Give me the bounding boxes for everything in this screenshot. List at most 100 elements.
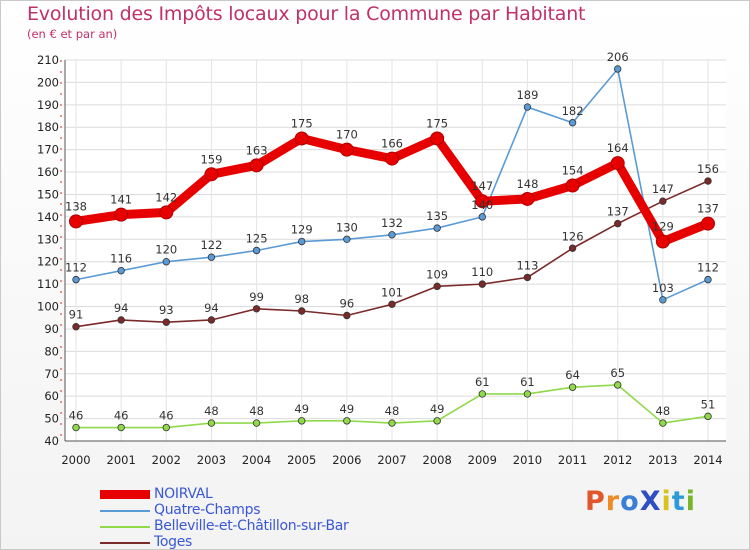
y-tick-label: 180 bbox=[37, 120, 59, 134]
data-point bbox=[298, 417, 306, 425]
data-label: 64 bbox=[565, 368, 580, 382]
data-label: 137 bbox=[697, 202, 719, 216]
data-point bbox=[520, 191, 535, 206]
legend-swatch-quatre-champs bbox=[100, 510, 150, 512]
y-tick-label: 210 bbox=[37, 53, 59, 67]
legend-swatch-toges bbox=[100, 542, 150, 544]
data-label: 103 bbox=[652, 281, 674, 295]
series-layer bbox=[69, 65, 715, 432]
data-label: 94 bbox=[204, 301, 219, 315]
data-label: 154 bbox=[562, 164, 584, 178]
y-tick-label: 100 bbox=[37, 300, 59, 314]
y-tick-label: 190 bbox=[37, 98, 59, 112]
data-label: 170 bbox=[336, 128, 358, 142]
data-point bbox=[252, 305, 261, 313]
x-tick-label: 2014 bbox=[693, 453, 722, 467]
proxiti-logo: ProXiti bbox=[585, 486, 696, 517]
data-label: 141 bbox=[110, 193, 132, 207]
data-label: 113 bbox=[516, 258, 538, 272]
x-tick-label: 2013 bbox=[648, 453, 677, 467]
data-labels: 138 141 142 159 163 175 170 166 175 147 148 154 164 1… bbox=[65, 50, 719, 423]
data-point bbox=[433, 417, 441, 425]
logo-letter: r bbox=[605, 486, 621, 517]
x-tick-label: 2003 bbox=[197, 453, 226, 467]
data-point bbox=[701, 216, 715, 231]
data-point bbox=[117, 316, 125, 324]
data-label: 156 bbox=[697, 162, 719, 176]
data-label: 126 bbox=[562, 229, 584, 243]
data-label: 112 bbox=[697, 261, 719, 275]
data-label: 48 bbox=[204, 404, 219, 418]
data-label: 135 bbox=[426, 209, 448, 223]
data-point bbox=[72, 275, 80, 284]
data-label: 51 bbox=[701, 397, 716, 411]
data-point bbox=[704, 275, 712, 284]
data-label: 96 bbox=[340, 296, 355, 310]
data-point bbox=[249, 158, 264, 173]
data-point bbox=[159, 205, 174, 220]
data-point bbox=[568, 383, 577, 391]
data-label: 206 bbox=[607, 50, 629, 64]
data-label: 49 bbox=[430, 402, 445, 416]
y-tick-label: 120 bbox=[37, 255, 59, 269]
data-point bbox=[388, 419, 396, 427]
data-label: 101 bbox=[381, 285, 403, 299]
legend-swatch-noirval bbox=[100, 490, 150, 499]
y-tick-label: 110 bbox=[37, 277, 59, 291]
data-label: 164 bbox=[607, 141, 629, 155]
data-point bbox=[430, 131, 445, 146]
data-point bbox=[610, 156, 625, 171]
data-point bbox=[475, 194, 490, 209]
data-label: 98 bbox=[294, 292, 309, 306]
x-tick-label: 2001 bbox=[107, 453, 136, 467]
y-tick-label: 70 bbox=[44, 367, 59, 381]
data-point bbox=[523, 103, 532, 111]
data-point bbox=[568, 244, 577, 252]
data-point bbox=[523, 390, 532, 398]
data-label: 148 bbox=[516, 177, 538, 191]
data-point bbox=[659, 197, 667, 205]
x-tick-label: 2008 bbox=[423, 453, 452, 467]
data-point bbox=[523, 273, 532, 282]
data-point bbox=[298, 237, 306, 246]
chart-title: Evolution des Impôts locaux pour la Comm… bbox=[27, 3, 586, 25]
data-point bbox=[72, 323, 80, 331]
data-point bbox=[433, 282, 441, 291]
data-point bbox=[207, 419, 216, 427]
y-tick-label: 80 bbox=[44, 344, 59, 358]
data-label: 48 bbox=[385, 404, 400, 418]
y-tick-label: 40 bbox=[44, 434, 59, 448]
data-label: 163 bbox=[246, 143, 268, 157]
data-label: 182 bbox=[562, 104, 584, 118]
data-label: 46 bbox=[159, 409, 174, 423]
data-point bbox=[343, 417, 351, 425]
data-point bbox=[207, 316, 216, 324]
data-point bbox=[704, 412, 712, 421]
data-point bbox=[478, 213, 486, 221]
y-tick-label: 50 bbox=[44, 412, 59, 426]
data-point bbox=[69, 214, 83, 229]
y-tick-label: 200 bbox=[37, 75, 59, 89]
data-label: 120 bbox=[155, 243, 177, 257]
data-point bbox=[207, 253, 216, 261]
x-tick-label: 2007 bbox=[377, 453, 406, 467]
data-point bbox=[252, 246, 261, 255]
data-label: 166 bbox=[381, 137, 403, 151]
data-label: 130 bbox=[336, 220, 358, 234]
data-label: 99 bbox=[249, 290, 264, 304]
data-label: 61 bbox=[475, 375, 490, 389]
x-tick-label: 2000 bbox=[61, 453, 90, 467]
data-point bbox=[117, 266, 125, 275]
data-point bbox=[117, 423, 125, 432]
data-label: 147 bbox=[471, 179, 493, 193]
x-tick-label: 2012 bbox=[603, 453, 632, 467]
data-point bbox=[388, 300, 396, 308]
data-point bbox=[478, 280, 486, 288]
y-tick-label: 170 bbox=[37, 143, 59, 157]
data-point bbox=[162, 258, 170, 266]
data-label: 48 bbox=[249, 404, 264, 418]
data-label: 138 bbox=[65, 199, 87, 213]
data-label: 49 bbox=[294, 402, 309, 416]
x-tick-label: 2011 bbox=[558, 453, 587, 467]
